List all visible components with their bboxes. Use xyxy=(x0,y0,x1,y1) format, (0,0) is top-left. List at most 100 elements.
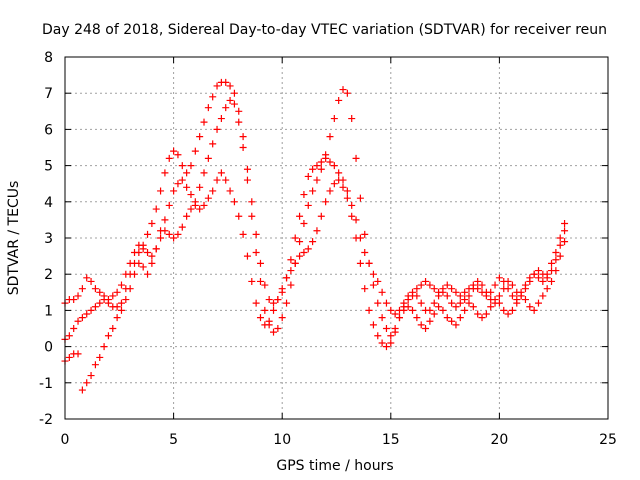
data-point xyxy=(144,248,152,256)
data-point xyxy=(491,281,499,289)
series-track-c xyxy=(61,86,569,394)
data-point xyxy=(87,277,95,285)
data-point xyxy=(365,306,373,314)
data-point xyxy=(413,285,421,293)
data-point xyxy=(348,115,356,123)
data-point xyxy=(561,220,569,228)
data-point xyxy=(209,187,217,195)
data-point xyxy=(270,306,278,314)
data-point xyxy=(404,292,412,300)
data-point xyxy=(117,281,125,289)
data-point xyxy=(556,241,564,249)
data-point xyxy=(395,314,403,322)
plot-frame xyxy=(64,56,609,420)
data-point xyxy=(174,230,182,238)
data-point xyxy=(278,314,286,322)
x-tick-label: 5 xyxy=(169,432,178,448)
data-point xyxy=(109,292,117,300)
axes: 0 5 10 15 20 25 -2 -1 0 1 2 3 4 5 6 7 8 xyxy=(39,50,617,448)
data-point xyxy=(213,176,221,184)
data-point xyxy=(91,285,99,293)
data-point xyxy=(413,292,421,300)
data-point xyxy=(465,292,473,300)
data-point xyxy=(126,285,134,293)
data-point xyxy=(222,78,230,86)
data-point xyxy=(374,299,382,307)
data-point xyxy=(556,234,564,242)
data-point xyxy=(461,306,469,314)
data-point xyxy=(270,328,278,336)
data-point xyxy=(200,118,208,126)
data-point xyxy=(87,372,95,380)
x-tick-label: 20 xyxy=(490,432,508,448)
x-axis-label: GPS time / hours xyxy=(276,458,393,474)
data-point xyxy=(183,212,191,220)
data-point xyxy=(104,332,112,340)
data-point xyxy=(209,140,217,148)
data-point xyxy=(343,194,351,202)
data-point xyxy=(296,252,304,260)
x-tick-label: 10 xyxy=(273,432,291,448)
data-point xyxy=(230,198,238,206)
data-point xyxy=(356,259,364,267)
data-point xyxy=(452,321,460,329)
data-point xyxy=(313,176,321,184)
data-point xyxy=(378,339,386,347)
data-point xyxy=(200,169,208,177)
data-point xyxy=(452,303,460,311)
data-point xyxy=(139,241,147,249)
data-point xyxy=(356,194,364,202)
data-point xyxy=(165,230,173,238)
data-point xyxy=(222,104,230,112)
data-point xyxy=(530,306,538,314)
data-point xyxy=(387,306,395,314)
data-point xyxy=(513,288,521,296)
data-point xyxy=(556,252,564,260)
data-point xyxy=(435,292,443,300)
data-point xyxy=(435,303,443,311)
data-point xyxy=(508,281,516,289)
data-point xyxy=(430,310,438,318)
data-point xyxy=(144,270,152,278)
data-point xyxy=(83,274,91,282)
data-point xyxy=(491,296,499,304)
data-point xyxy=(287,267,295,275)
data-point xyxy=(543,285,551,293)
data-point xyxy=(409,306,417,314)
data-point xyxy=(191,147,199,155)
data-point xyxy=(248,198,256,206)
y-tick-label: 3 xyxy=(44,231,53,247)
data-point xyxy=(157,187,165,195)
data-point xyxy=(335,169,343,177)
data-point xyxy=(100,343,108,351)
data-point xyxy=(348,201,356,209)
data-point xyxy=(291,234,299,242)
data-point xyxy=(534,267,542,275)
data-point xyxy=(139,263,147,271)
data-point xyxy=(461,296,469,304)
data-point xyxy=(339,86,347,94)
data-point xyxy=(508,306,516,314)
data-point xyxy=(309,187,317,195)
data-point xyxy=(417,321,425,329)
data-point xyxy=(96,299,104,307)
y-axis-label: SDTVAR / TECUs xyxy=(6,181,22,296)
data-point xyxy=(382,299,390,307)
data-point xyxy=(304,245,312,253)
data-point xyxy=(65,353,73,361)
data-point xyxy=(144,230,152,238)
data-point xyxy=(265,296,273,304)
data-point xyxy=(274,325,282,332)
data-point xyxy=(187,191,195,199)
data-point xyxy=(417,299,425,307)
data-point xyxy=(539,292,547,300)
data-point xyxy=(204,154,212,162)
data-point xyxy=(148,252,156,260)
data-point xyxy=(343,89,351,97)
data-point xyxy=(287,256,295,264)
data-point xyxy=(252,248,260,256)
y-tick-label: 6 xyxy=(44,122,53,138)
data-point xyxy=(309,238,317,246)
data-points xyxy=(61,78,569,394)
